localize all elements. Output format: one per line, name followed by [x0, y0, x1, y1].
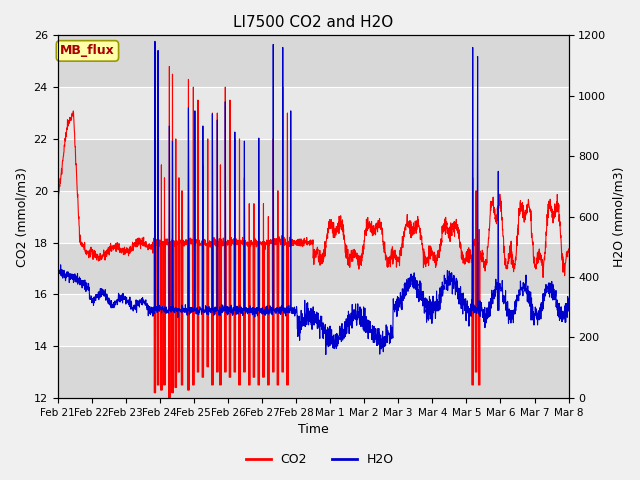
CO2 — [344, 246, 351, 252]
Title: LI7500 CO2 and H2O: LI7500 CO2 and H2O — [233, 15, 393, 30]
CO2 — [467, 253, 475, 259]
CO2 — [105, 249, 113, 254]
X-axis label: Time: Time — [298, 423, 328, 436]
H2O — [105, 296, 113, 302]
Bar — [58, 139, 568, 191]
Y-axis label: CO2 (mmol/m3): CO2 (mmol/m3) — [15, 167, 28, 266]
Y-axis label: H2O (mmol/m3): H2O (mmol/m3) — [612, 167, 625, 267]
Bar — [58, 346, 568, 398]
Line: CO2: CO2 — [58, 66, 568, 398]
H2O — [215, 310, 223, 315]
Legend: CO2, H2O: CO2, H2O — [241, 448, 399, 471]
H2O — [54, 270, 61, 276]
H2O — [322, 352, 330, 358]
Bar — [58, 36, 568, 87]
CO2 — [216, 236, 223, 241]
H2O — [496, 280, 504, 286]
CO2 — [165, 395, 173, 401]
H2O — [467, 301, 475, 307]
CO2 — [166, 63, 173, 69]
H2O — [151, 38, 159, 44]
H2O — [344, 312, 351, 318]
CO2 — [564, 246, 572, 252]
CO2 — [54, 203, 61, 208]
Bar — [58, 242, 568, 294]
Line: H2O: H2O — [58, 41, 568, 355]
H2O — [558, 319, 566, 324]
H2O — [564, 308, 572, 314]
Text: MB_flux: MB_flux — [60, 44, 115, 58]
CO2 — [496, 191, 504, 197]
CO2 — [558, 255, 566, 261]
